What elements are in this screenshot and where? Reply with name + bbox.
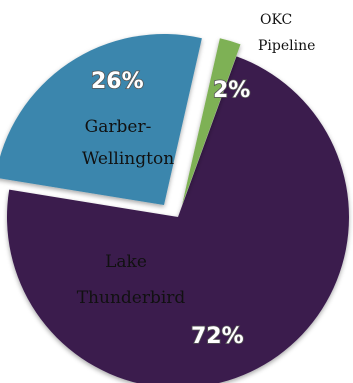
slice-garber-wellington	[0, 34, 202, 205]
pct-label-lake: 72%	[191, 324, 244, 349]
slice-label-lake-line2: Thunderbird	[77, 288, 186, 308]
slice-label-lake-line1: Lake	[105, 252, 147, 272]
slice-okc-pipeline	[182, 38, 241, 205]
pct-label-okc: 2%	[213, 78, 250, 103]
pie-base	[7, 56, 349, 383]
slice-lake-thunderbird	[7, 56, 349, 383]
slice-label-okc-line1: OKC	[260, 12, 292, 28]
slice-label-garber-line2: Wellington	[82, 149, 174, 169]
slice-label-garber-line1: Garber-	[85, 117, 152, 137]
slice-label-okc-line2: Pipeline	[258, 38, 315, 54]
pct-label-garber: 26%	[91, 69, 144, 94]
